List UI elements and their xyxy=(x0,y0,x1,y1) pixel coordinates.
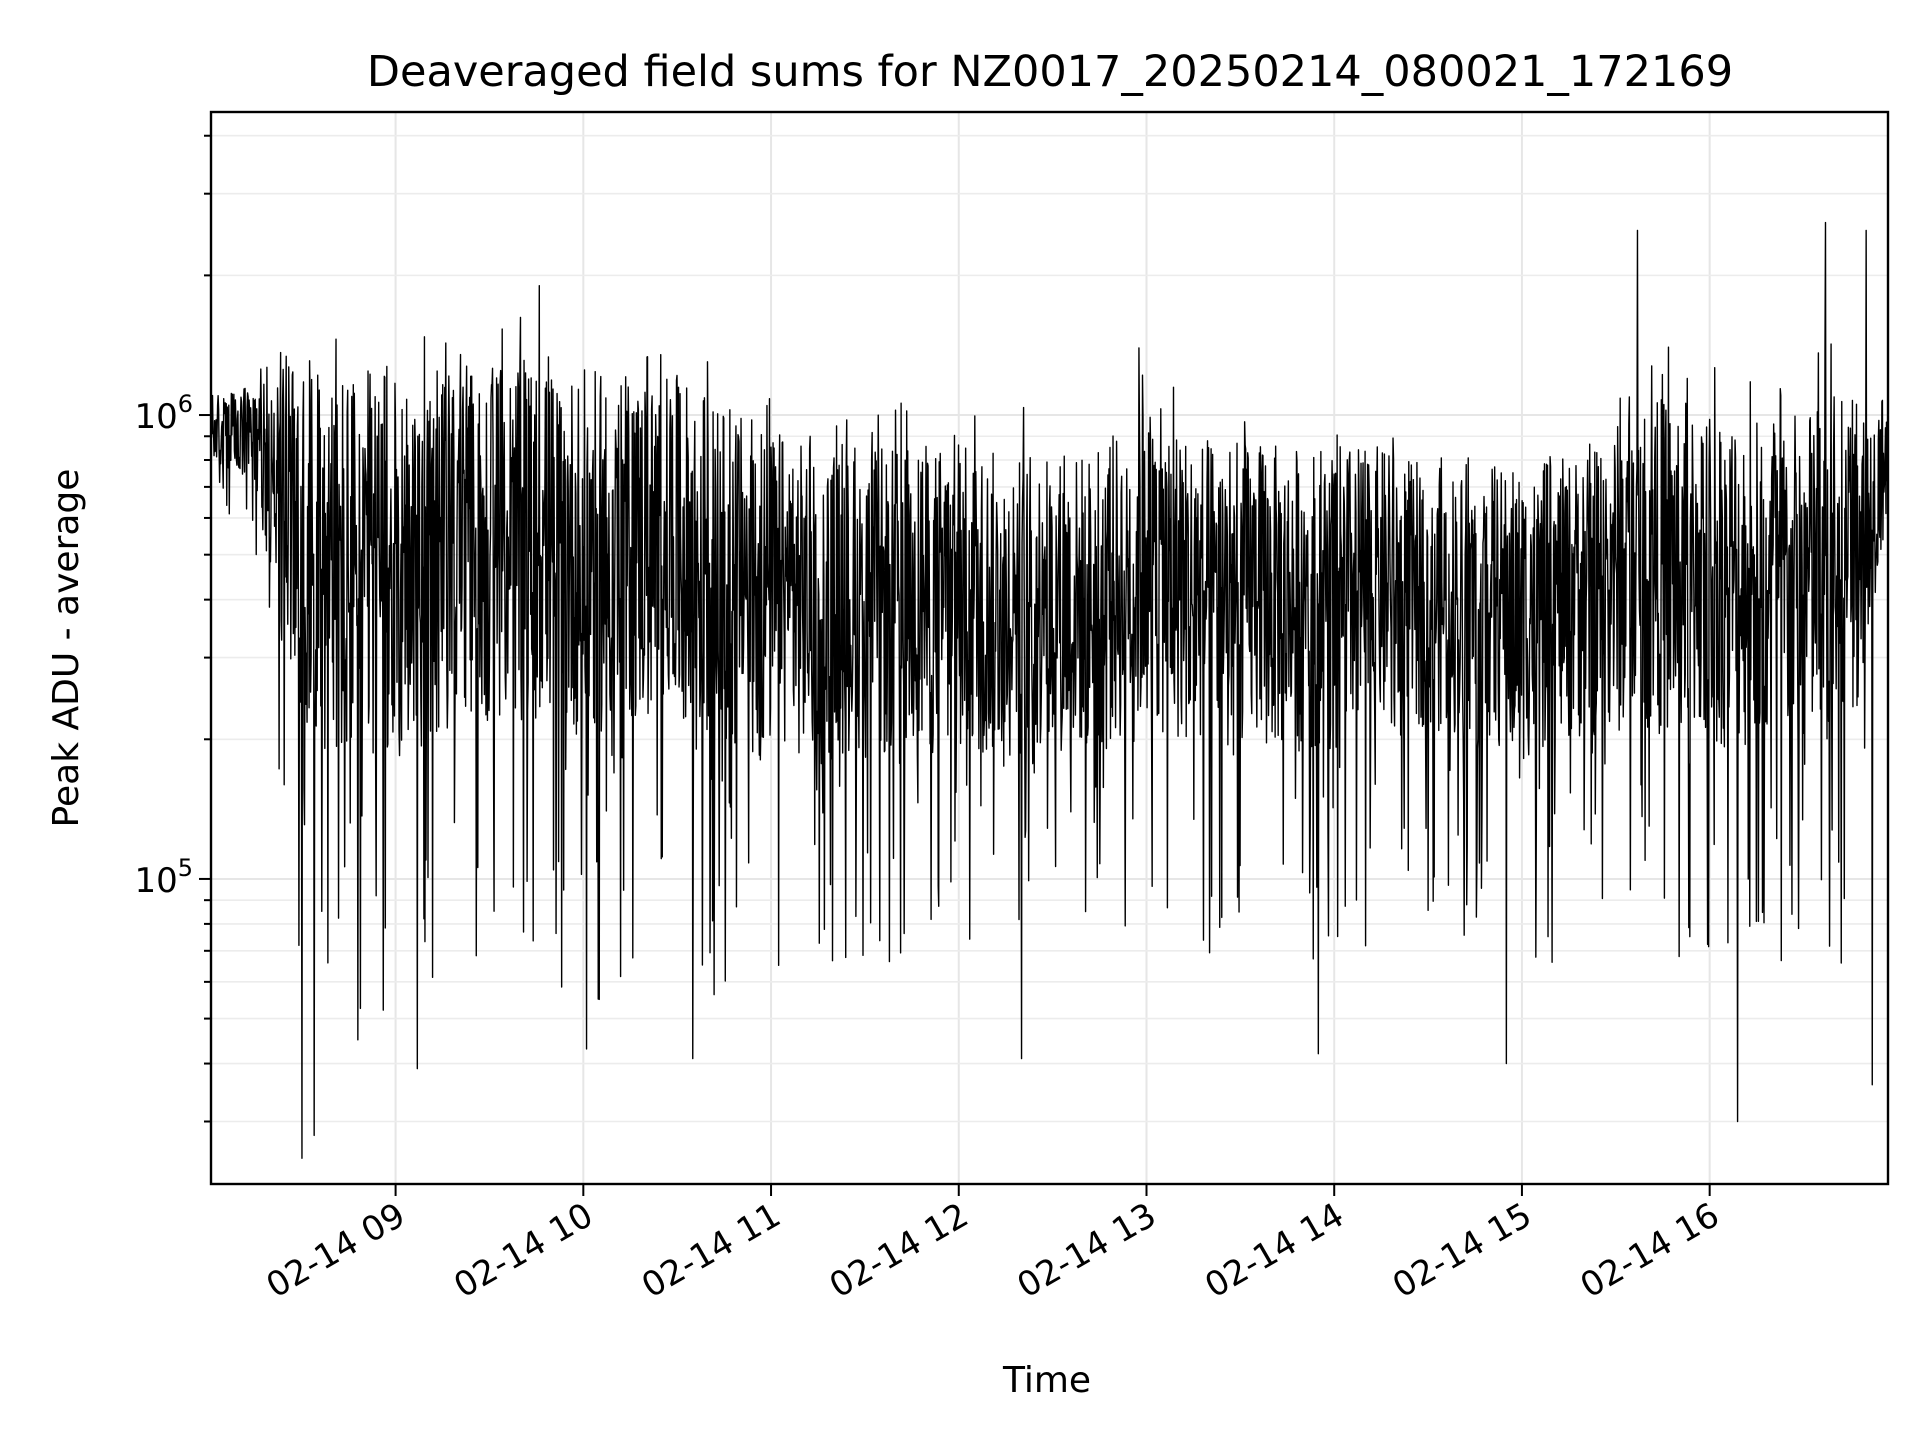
x-axis-label: Time xyxy=(1002,1360,1091,1401)
y-tick-label: 106 xyxy=(134,390,193,437)
chart-title: Deaveraged field sums for NZ0017_2025021… xyxy=(367,47,1733,97)
y-tick-label: 105 xyxy=(134,854,193,901)
y-axis-label: Peak ADU - average xyxy=(46,469,87,828)
series-line xyxy=(210,221,1889,1159)
plot-frame xyxy=(209,110,1890,1186)
